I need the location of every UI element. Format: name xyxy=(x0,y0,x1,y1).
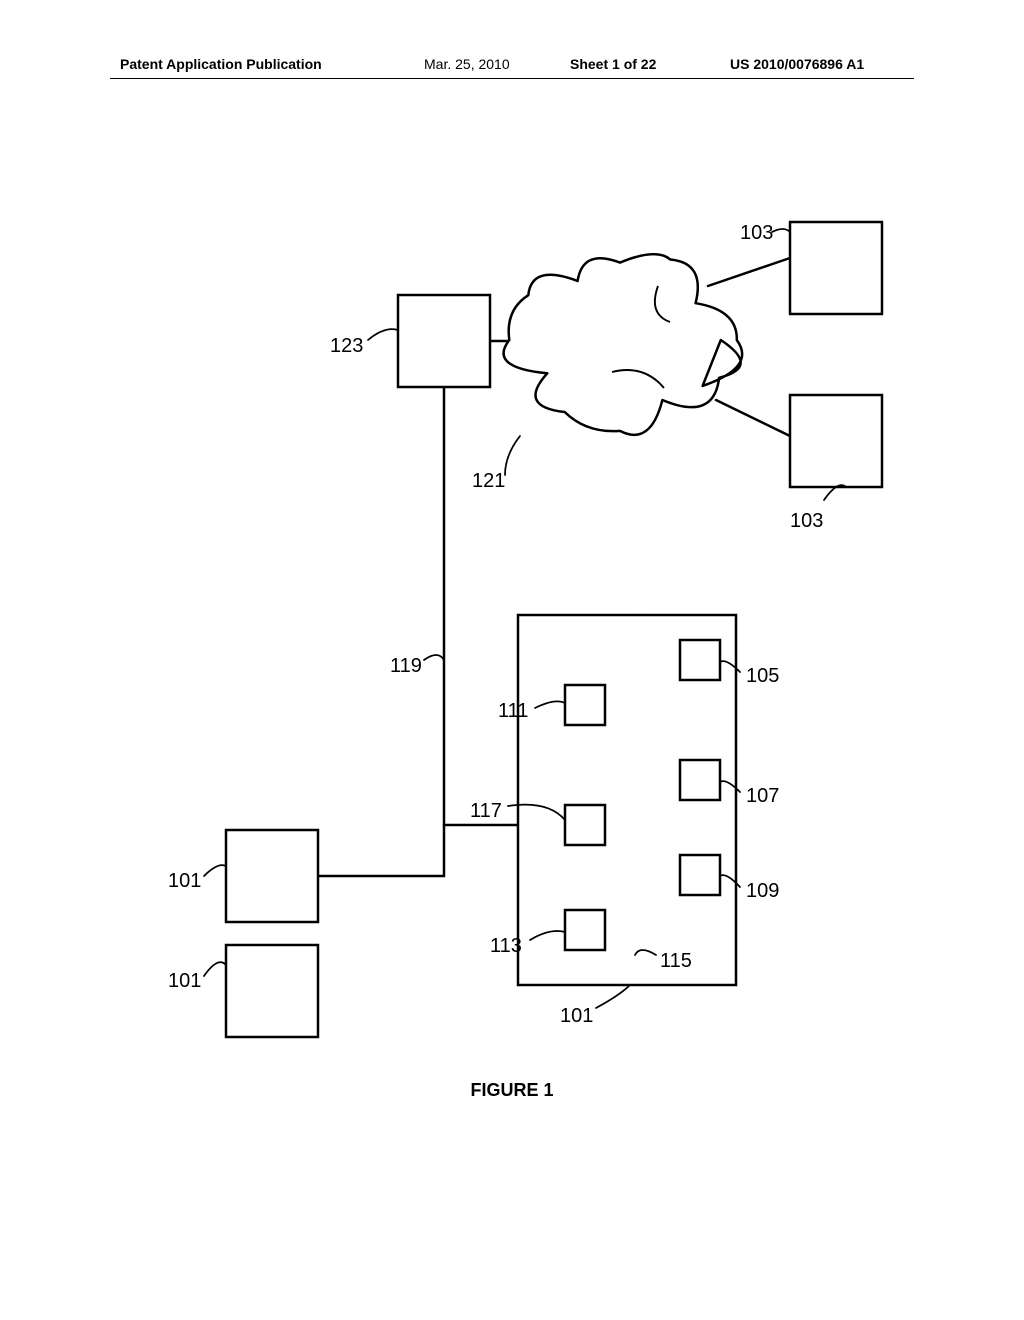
block-box-123 xyxy=(398,295,490,387)
block-box-103-bot xyxy=(790,395,882,487)
label-105: 105 xyxy=(746,665,779,688)
leader-ld-123 xyxy=(368,329,398,340)
label-121: 121 xyxy=(472,470,505,493)
block-box-103-top xyxy=(790,222,882,314)
label-101a: 101 xyxy=(168,870,201,893)
label-103b: 103 xyxy=(790,510,823,533)
label-111: 111 xyxy=(498,700,528,723)
block-box-117 xyxy=(565,805,605,845)
connector-l-cloud-103b xyxy=(716,400,790,436)
leader-ld-119 xyxy=(424,655,444,660)
block-box-109 xyxy=(680,855,720,895)
label-113: 113 xyxy=(490,935,522,958)
label-119: 119 xyxy=(390,655,422,678)
page: Patent Application Publication Mar. 25, … xyxy=(0,0,1024,1320)
label-103a: 103 xyxy=(740,222,773,245)
figure-svg xyxy=(0,0,1024,1320)
block-box-101-low xyxy=(226,945,318,1037)
label-123: 123 xyxy=(330,335,363,358)
leader-ld-101c xyxy=(596,985,630,1008)
block-box-105 xyxy=(680,640,720,680)
label-109: 109 xyxy=(746,880,779,903)
label-101b: 101 xyxy=(168,970,201,993)
label-117: 117 xyxy=(470,800,502,823)
leader-ld-101b xyxy=(204,962,226,976)
block-box-113 xyxy=(565,910,605,950)
label-107: 107 xyxy=(746,785,779,808)
leader-ld-101a xyxy=(204,865,226,876)
network-cloud xyxy=(504,254,743,435)
block-box-107 xyxy=(680,760,720,800)
label-101c: 101 xyxy=(560,1005,593,1028)
leader-ld-103a xyxy=(772,229,790,232)
figure-caption: FIGURE 1 xyxy=(0,1080,1024,1101)
block-box-101-mid xyxy=(226,830,318,922)
connector-l-cloud-103t xyxy=(708,258,790,286)
block-box-111 xyxy=(565,685,605,725)
leader-ld-121 xyxy=(505,436,520,475)
label-115: 115 xyxy=(660,950,692,973)
